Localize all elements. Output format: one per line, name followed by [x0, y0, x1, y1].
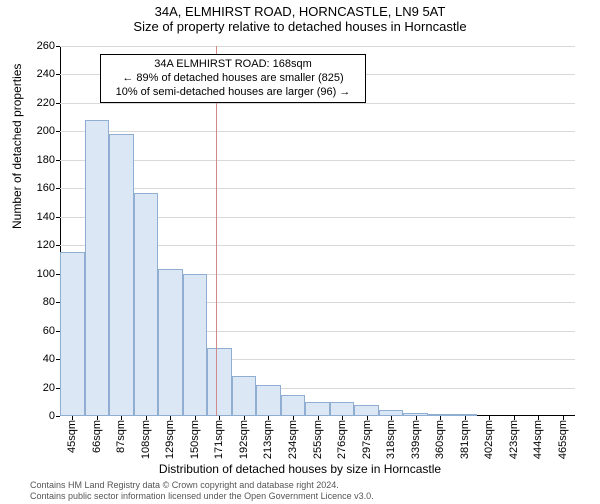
- xtick-label: 171sqm: [213, 420, 225, 459]
- xtick-label: 465sqm: [557, 420, 569, 459]
- gridline: [60, 160, 575, 161]
- histogram-bar: [60, 252, 85, 416]
- histogram-bar: [281, 395, 306, 416]
- ytick-label: 180: [25, 154, 55, 166]
- ytick-mark: [56, 131, 60, 132]
- footer-line-1: Contains HM Land Registry data © Crown c…: [30, 480, 374, 491]
- plot-area: 02040608010012014016018020022024026045sq…: [60, 46, 575, 416]
- ytick-label: 40: [25, 353, 55, 365]
- chart-title-1: 34A, ELMHIRST ROAD, HORNCASTLE, LN9 5AT: [0, 4, 600, 19]
- xtick-label: 318sqm: [385, 420, 397, 459]
- footer-attribution: Contains HM Land Registry data © Crown c…: [30, 480, 374, 503]
- histogram-bar: [207, 348, 232, 416]
- gridline: [60, 131, 575, 132]
- ytick-label: 100: [25, 268, 55, 280]
- annotation-line: ← 89% of detached houses are smaller (82…: [107, 72, 359, 86]
- xtick-label: 66sqm: [91, 420, 103, 453]
- histogram-bar: [305, 402, 330, 416]
- xtick-label: 381sqm: [459, 420, 471, 459]
- ytick-mark: [56, 103, 60, 104]
- ytick-mark: [56, 160, 60, 161]
- xtick-label: 87sqm: [115, 420, 127, 453]
- annotation-line: 10% of semi-detached houses are larger (…: [107, 86, 359, 100]
- chart-title-2: Size of property relative to detached ho…: [0, 19, 600, 34]
- y-axis-label: Number of detached properties: [10, 64, 24, 229]
- ytick-label: 120: [25, 239, 55, 251]
- annotation-box: 34A ELMHIRST ROAD: 168sqm← 89% of detach…: [100, 54, 366, 103]
- ytick-label: 60: [25, 325, 55, 337]
- ytick-mark: [56, 217, 60, 218]
- histogram-bar: [183, 274, 208, 416]
- ytick-mark: [56, 74, 60, 75]
- gridline: [60, 46, 575, 47]
- x-axis-label: Distribution of detached houses by size …: [0, 462, 600, 476]
- histogram-bar: [354, 405, 379, 416]
- ytick-label: 200: [25, 125, 55, 137]
- ytick-mark: [56, 188, 60, 189]
- footer-line-2: Contains public sector information licen…: [30, 491, 374, 502]
- xtick-label: 276sqm: [336, 420, 348, 459]
- xtick-label: 423sqm: [508, 420, 520, 459]
- gridline: [60, 188, 575, 189]
- xtick-label: 255sqm: [312, 420, 324, 459]
- ytick-label: 240: [25, 68, 55, 80]
- ytick-label: 160: [25, 182, 55, 194]
- xtick-label: 213sqm: [262, 420, 274, 459]
- xtick-label: 360sqm: [434, 420, 446, 459]
- xtick-label: 402sqm: [483, 420, 495, 459]
- xtick-label: 444sqm: [532, 420, 544, 459]
- histogram-bar: [330, 402, 355, 416]
- ytick-label: 20: [25, 382, 55, 394]
- histogram-bar: [134, 193, 159, 416]
- xtick-label: 108sqm: [140, 420, 152, 459]
- histogram-bar: [158, 269, 183, 416]
- ytick-label: 140: [25, 211, 55, 223]
- histogram-bar: [232, 376, 257, 416]
- histogram-bar: [256, 385, 281, 416]
- annotation-line: 34A ELMHIRST ROAD: 168sqm: [107, 58, 359, 72]
- xtick-label: 339sqm: [410, 420, 422, 459]
- histogram-bar: [109, 134, 134, 416]
- ytick-mark: [56, 46, 60, 47]
- xtick-label: 234sqm: [287, 420, 299, 459]
- xtick-label: 150sqm: [189, 420, 201, 459]
- chart-area: 02040608010012014016018020022024026045sq…: [60, 46, 575, 416]
- xtick-label: 45sqm: [66, 420, 78, 453]
- histogram-bar: [85, 120, 110, 416]
- ytick-mark: [56, 245, 60, 246]
- ytick-label: 220: [25, 97, 55, 109]
- xtick-label: 297sqm: [361, 420, 373, 459]
- ytick-mark: [56, 416, 60, 417]
- xtick-label: 192sqm: [238, 420, 250, 459]
- ytick-label: 260: [25, 40, 55, 52]
- xtick-label: 129sqm: [164, 420, 176, 459]
- ytick-label: 0: [25, 410, 55, 422]
- ytick-label: 80: [25, 296, 55, 308]
